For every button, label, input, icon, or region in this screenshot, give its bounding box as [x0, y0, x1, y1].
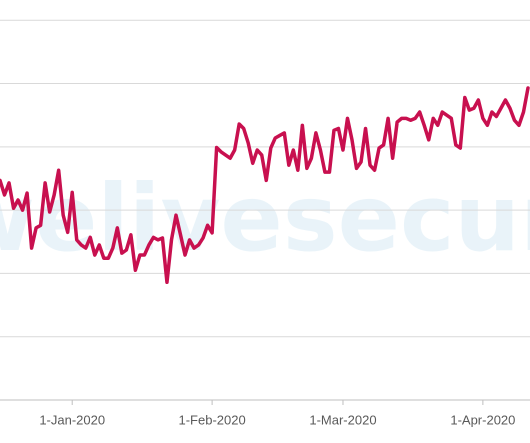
data-line — [0, 86, 530, 285]
x-tick-label: 1-Feb-2020 — [178, 412, 245, 427]
watermark: welivesecurity — [0, 165, 530, 272]
x-tick-label: 1-Apr-2020 — [450, 412, 515, 427]
x-tick-label: 1-Mar-2020 — [309, 412, 376, 427]
x-tick-label: 1-Jan-2020 — [39, 412, 105, 427]
